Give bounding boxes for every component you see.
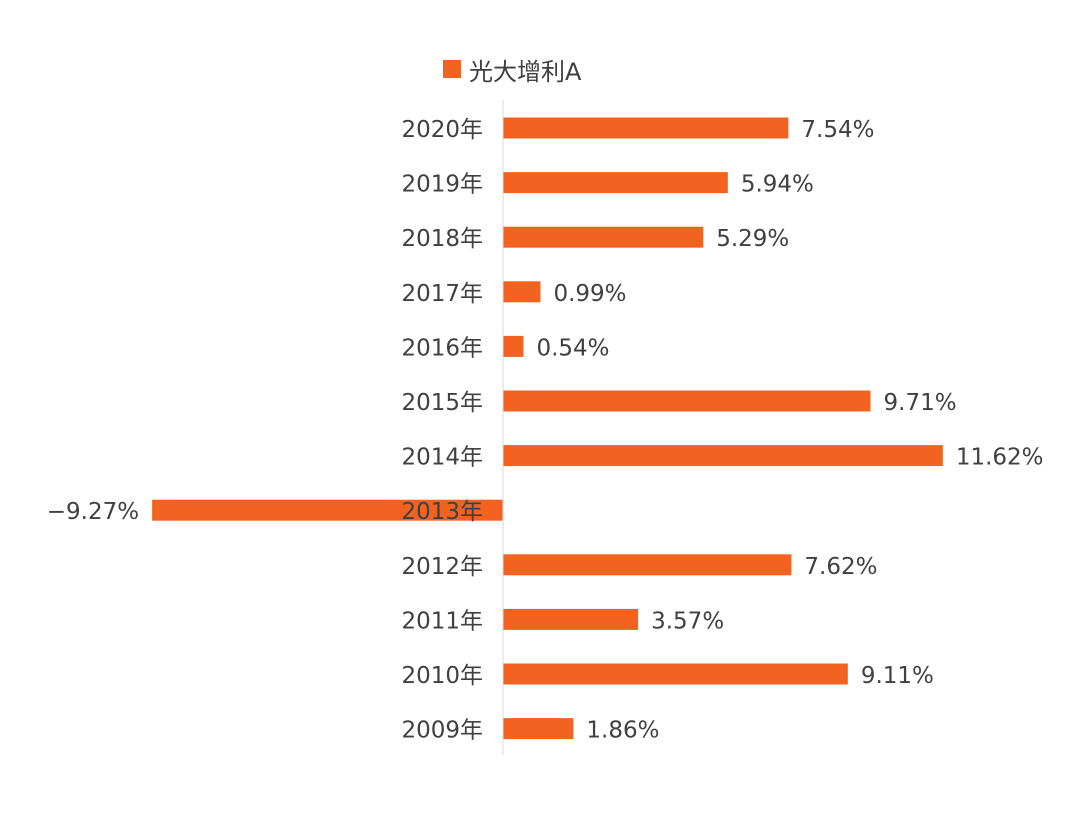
bar [503,663,848,685]
bar [152,499,503,521]
tick-label: 2020年 [401,117,483,143]
data-label: 9.71% [884,390,957,416]
bar [503,445,943,467]
bar [503,390,871,412]
data-label: −9.27% [47,499,139,525]
bar [503,718,574,740]
data-label: 7.62% [804,554,877,580]
bar [503,226,704,248]
data-label: 7.54% [801,117,874,143]
tick-label: 2012年 [401,554,483,580]
tick-label: 2010年 [401,663,483,689]
legend: 光大增利A [443,52,581,86]
bar [503,335,524,357]
legend-swatch [443,60,461,78]
legend-label: 光大增利A [469,57,582,86]
tick-label: 2015年 [401,390,483,416]
data-label: 11.62% [956,445,1044,471]
data-label: 1.86% [586,718,659,744]
bar [503,554,792,576]
data-label: 5.94% [741,172,814,198]
data-label: 0.54% [536,335,609,361]
data-label: 9.11% [861,663,934,689]
data-label: 0.99% [553,281,626,307]
tick-label: 2013年 [401,499,483,525]
tick-label: 2009年 [401,718,483,744]
data-label: 5.29% [716,226,789,252]
tick-label: 2011年 [401,608,483,634]
tick-label: 2014年 [401,445,483,471]
data-label: 3.57% [651,608,724,634]
bar [503,117,789,139]
tick-label: 2018年 [401,226,483,252]
bar [503,172,728,194]
tick-label: 2019年 [401,172,483,198]
tick-label: 2017年 [401,281,483,307]
bar [503,608,639,630]
bar [503,281,541,303]
tick-label: 2016年 [401,335,483,361]
